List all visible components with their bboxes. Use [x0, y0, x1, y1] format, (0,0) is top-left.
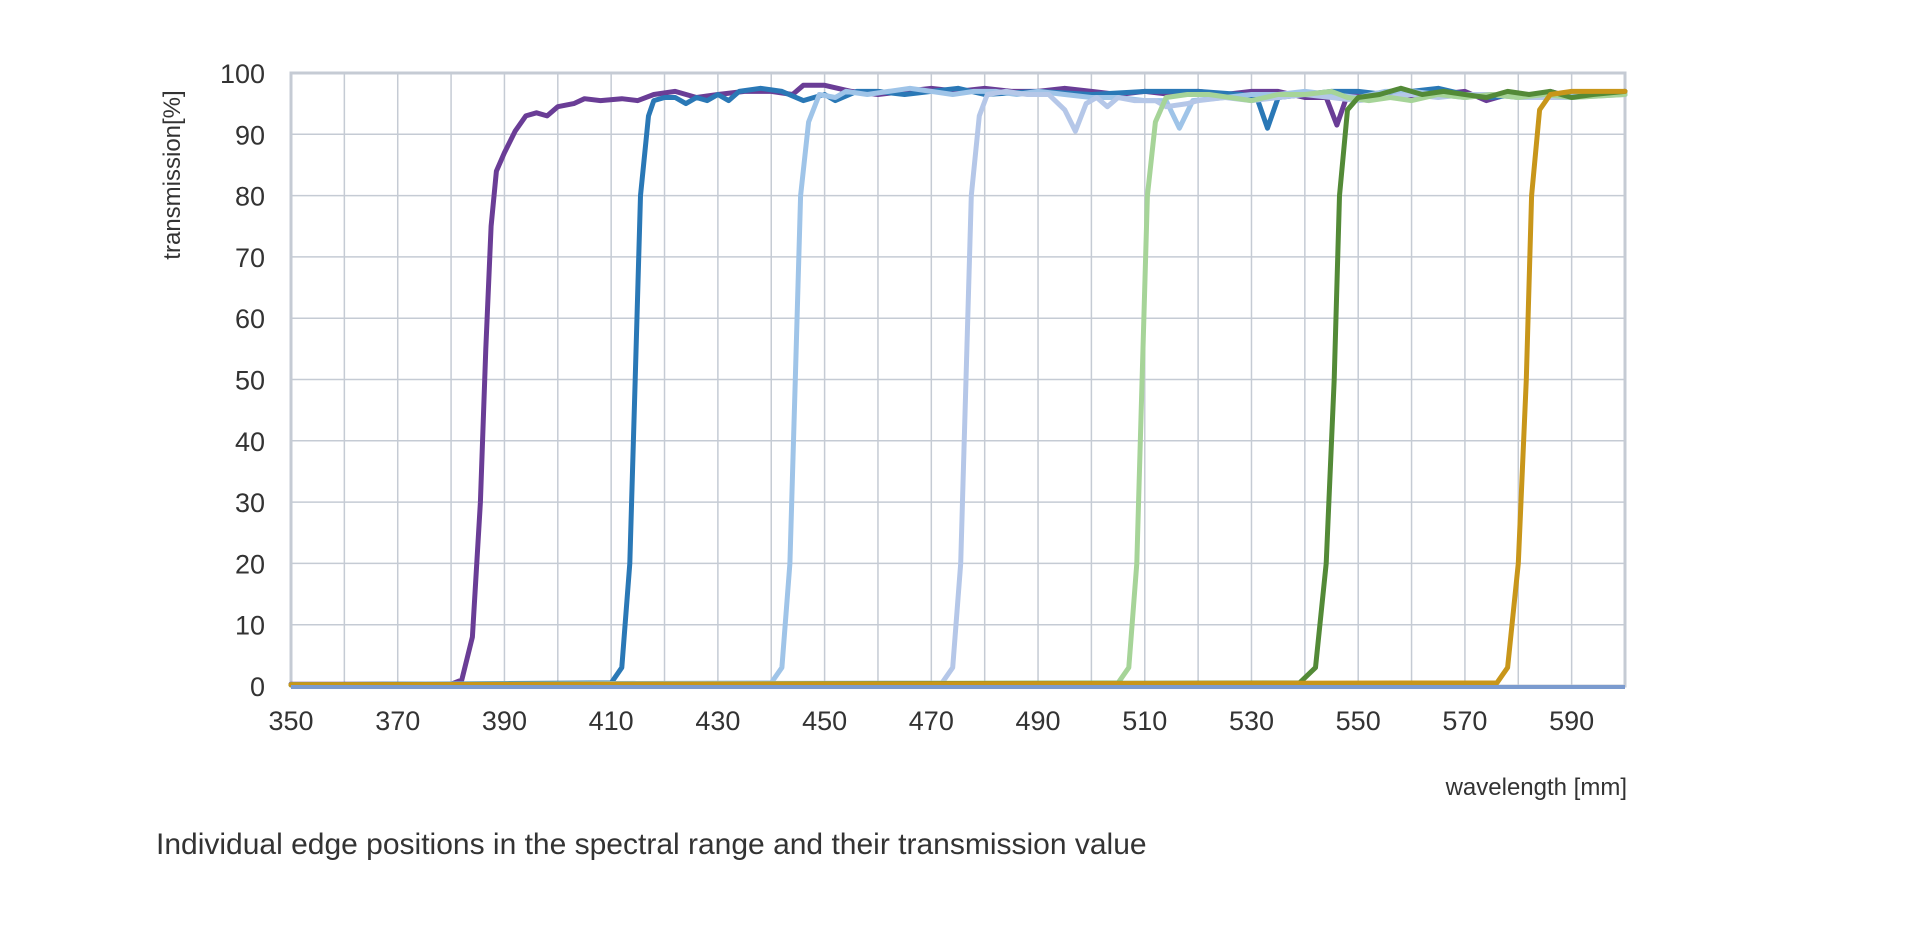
- x-tick-label: 590: [1549, 706, 1594, 736]
- x-tick-label: 450: [802, 706, 847, 736]
- x-tick-label: 470: [909, 706, 954, 736]
- y-axis-title: transmission[%]: [159, 90, 186, 259]
- x-tick-label: 510: [1122, 706, 1167, 736]
- y-tick-labels: 0 10 20 30 40 50 60 70 80 90 100: [220, 59, 265, 702]
- y-tick-label: 70: [235, 243, 265, 273]
- y-tick-label: 100: [220, 59, 265, 89]
- x-tick-labels: 350 370 390 410 430 450 470 490 510 530 550 570 590: [268, 706, 1594, 736]
- x-tick-label: 410: [589, 706, 634, 736]
- x-tick-label: 350: [268, 706, 313, 736]
- series-line-7: [288, 88, 1628, 688]
- x-tick-label: 490: [1016, 706, 1061, 736]
- x-tick-label: 390: [482, 706, 527, 736]
- y-tick-label: 90: [235, 120, 265, 150]
- series-group: [288, 82, 1628, 688]
- x-tick-label: 430: [695, 706, 740, 736]
- y-tick-label: 40: [235, 427, 265, 457]
- y-tick-label: 20: [235, 549, 265, 579]
- y-tick-label: 10: [235, 611, 265, 641]
- x-tick-label: 550: [1336, 706, 1381, 736]
- series-line-6: [288, 85, 1628, 688]
- x-axis-title: wavelength [mm]: [1445, 774, 1627, 801]
- y-tick-label: 0: [250, 672, 265, 702]
- x-tick-label: 370: [375, 706, 420, 736]
- figure-caption: Individual edge positions in the spectra…: [156, 828, 1147, 861]
- y-tick-label: 30: [235, 488, 265, 518]
- y-tick-label: 80: [235, 182, 265, 212]
- y-tick-label: 60: [235, 304, 265, 334]
- x-tick-label: 530: [1229, 706, 1274, 736]
- series-line-4: [288, 88, 1628, 688]
- y-tick-label: 50: [235, 366, 265, 396]
- x-tick-label: 570: [1442, 706, 1487, 736]
